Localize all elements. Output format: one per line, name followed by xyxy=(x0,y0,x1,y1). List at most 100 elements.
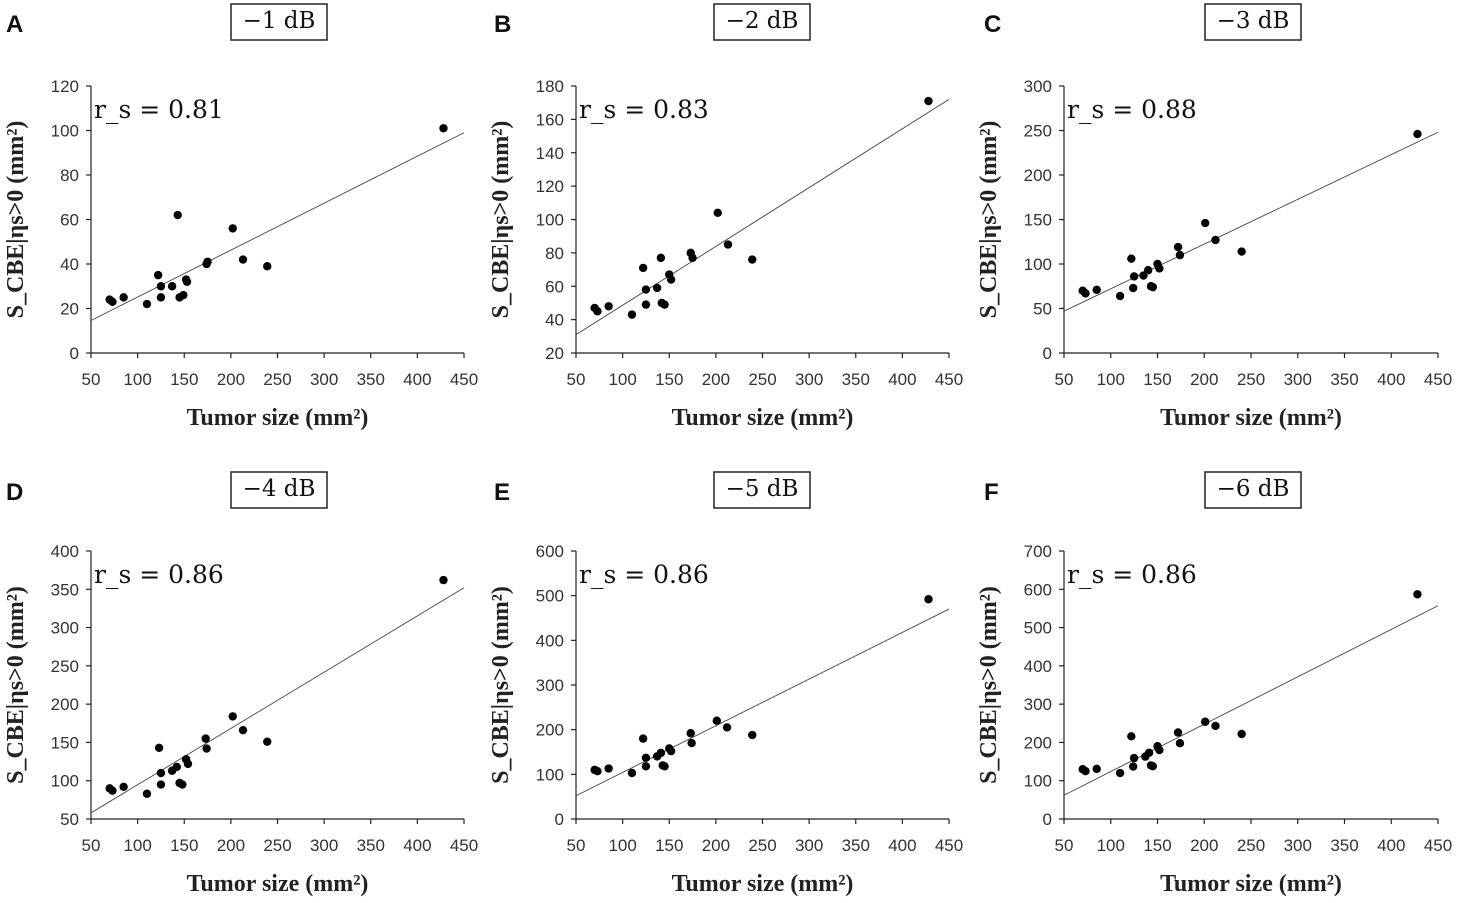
y-tick-label: 300 xyxy=(51,619,79,638)
data-point xyxy=(167,282,177,291)
x-tick-label: 200 xyxy=(702,370,730,389)
y-tick-label: 300 xyxy=(1024,695,1052,714)
data-point xyxy=(1092,764,1101,774)
data-point xyxy=(924,96,933,106)
y-tick-label: 40 xyxy=(60,255,79,274)
x-tick-label: 250 xyxy=(263,836,291,855)
data-point xyxy=(1237,247,1246,256)
panel-title: −4 dB xyxy=(243,476,316,502)
data-point xyxy=(119,782,128,792)
data-point xyxy=(652,283,662,293)
data-point xyxy=(142,299,152,309)
x-tick-label: 300 xyxy=(1284,370,1312,389)
x-tick-label: 250 xyxy=(748,836,776,855)
x-tick-label: 200 xyxy=(1190,370,1218,389)
x-tick-label: 400 xyxy=(403,836,431,855)
y-tick-label: 120 xyxy=(536,177,564,196)
data-point xyxy=(641,300,651,309)
y-tick-label: 140 xyxy=(536,144,564,163)
panel-e: E −5 dB 0 100 200 300 400 500 600 50 100 150 200 250 3… xyxy=(488,471,963,897)
data-point xyxy=(201,734,210,743)
x-axis-label: Tumor size (mm²) xyxy=(672,871,854,897)
panel-title-box xyxy=(1204,471,1302,509)
y-tick-label: 50 xyxy=(1033,300,1052,319)
panel-letter: D xyxy=(6,479,23,506)
x-tick-label: 50 xyxy=(1055,836,1074,855)
x-tick-label: 200 xyxy=(702,836,730,855)
y-axis-label: S_CBE|ηs>0 (mm²) xyxy=(976,586,1002,784)
data-point xyxy=(1175,250,1185,260)
x-tick-label: 450 xyxy=(935,836,963,855)
data-point xyxy=(638,734,648,743)
panel-title: −3 dB xyxy=(1217,8,1290,34)
y-tick-label: 200 xyxy=(1024,733,1052,752)
trend-line xyxy=(90,132,465,321)
data-point xyxy=(153,270,163,280)
data-point xyxy=(1092,285,1101,295)
panel-letter: A xyxy=(6,11,23,38)
panel-title: −5 dB xyxy=(726,476,799,502)
data-point xyxy=(179,290,188,300)
data-point xyxy=(156,780,166,789)
data-point xyxy=(627,310,637,319)
data-point xyxy=(660,762,669,771)
x-tick-label: 350 xyxy=(1330,370,1358,389)
data-point xyxy=(1129,753,1139,763)
y-tick-label: 0 xyxy=(555,810,564,829)
y-tick-label: 100 xyxy=(1024,255,1052,274)
x-tick-label: 100 xyxy=(608,370,636,389)
data-point xyxy=(666,275,676,284)
correlation-annotation: r_s = 0.88 xyxy=(1067,95,1197,124)
y-tick-label: 400 xyxy=(536,631,564,650)
data-point xyxy=(604,764,613,773)
x-tick-label: 350 xyxy=(357,370,385,389)
x-tick-label: 150 xyxy=(170,370,198,389)
data-point xyxy=(1143,266,1153,275)
y-tick-label: 200 xyxy=(536,721,564,740)
x-tick-label: 50 xyxy=(1055,370,1074,389)
y-tick-label: 100 xyxy=(1024,772,1052,791)
x-tick-label: 100 xyxy=(123,836,151,855)
correlation-annotation: r_s = 0.86 xyxy=(1067,560,1197,589)
data-point xyxy=(1127,732,1136,741)
y-tick-label: 100 xyxy=(536,211,564,230)
data-point xyxy=(656,748,666,758)
panel-letter: B xyxy=(494,11,511,38)
x-tick-label: 450 xyxy=(450,836,478,855)
x-tick-label: 350 xyxy=(842,836,870,855)
x-axis-label: Tumor size (mm²) xyxy=(187,405,369,431)
panel-title-box xyxy=(230,3,328,41)
y-tick-label: 0 xyxy=(1043,344,1052,363)
data-point xyxy=(1155,264,1164,273)
x-tick-label: 300 xyxy=(310,836,338,855)
y-tick-label: 0 xyxy=(70,344,79,363)
data-point xyxy=(439,575,448,585)
panel-f: F −6 dB 0 100 200 300 400 500 600 700 50 100 150 200 2… xyxy=(976,471,1452,897)
x-tick-label: 300 xyxy=(795,370,823,389)
correlation-annotation: r_s = 0.83 xyxy=(579,95,709,124)
panel-letter: E xyxy=(494,479,510,506)
data-point xyxy=(593,767,602,776)
data-point xyxy=(1175,738,1185,748)
x-tick-label: 150 xyxy=(655,370,683,389)
data-point xyxy=(178,780,187,789)
x-tick-label: 150 xyxy=(170,836,198,855)
x-tick-label: 450 xyxy=(935,370,963,389)
y-tick-label: 300 xyxy=(536,676,564,695)
x-tick-label: 100 xyxy=(1097,836,1125,855)
data-point xyxy=(687,738,696,748)
data-point xyxy=(641,762,651,771)
trend-line xyxy=(1063,131,1439,312)
data-point xyxy=(228,224,237,233)
data-point xyxy=(1211,235,1220,245)
data-point xyxy=(156,768,166,778)
panel-d: D −4 dB 50 100 150 200 250 300 350 400 50 100 150 200… xyxy=(3,471,478,897)
y-tick-label: 400 xyxy=(51,542,79,561)
x-tick-label: 450 xyxy=(1424,370,1452,389)
x-tick-label: 300 xyxy=(1284,836,1312,855)
y-tick-label: 300 xyxy=(1024,77,1052,96)
y-tick-label: 100 xyxy=(51,772,79,791)
data-point xyxy=(1200,218,1210,228)
